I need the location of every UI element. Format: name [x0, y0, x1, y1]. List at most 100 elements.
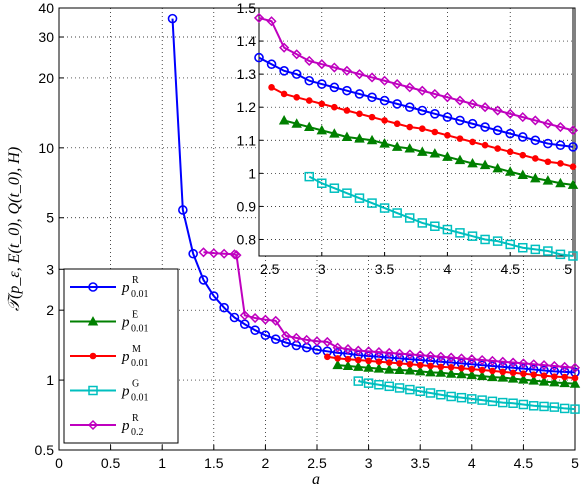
x-tick-label: 2 [262, 455, 270, 471]
data-point-circle [178, 205, 188, 215]
data-point-dot [489, 367, 496, 375]
y-tick-label: 3 [46, 261, 54, 277]
data-point-square [480, 234, 490, 245]
data-point-circle [266, 59, 277, 70]
data-point-dot [356, 110, 363, 118]
data-point-triangle [487, 371, 498, 382]
data-point-square [446, 391, 456, 402]
data-point-triangle [342, 360, 354, 371]
data-point-square [363, 378, 374, 388]
data-point-diamond [342, 344, 354, 355]
data-point-square [456, 392, 467, 403]
data-point-triangle [530, 172, 541, 183]
data-point-diamond [270, 315, 281, 326]
data-point-diamond [456, 353, 467, 364]
data-point-circle [467, 118, 478, 129]
data-point-diamond [304, 55, 315, 66]
legend-entry: p R 0.2 [70, 413, 144, 438]
data-point-circle [367, 92, 377, 103]
data-point-diamond [250, 312, 261, 324]
data-point-square [417, 218, 428, 228]
data-point-diamond [384, 347, 395, 358]
data-point-triangle [492, 162, 503, 173]
data-point-circle [354, 89, 365, 99]
legend-label-sup: M [132, 344, 141, 355]
data-point-square [436, 389, 446, 400]
inset-y-tick-label: 1.1 [237, 132, 257, 148]
data-point-dot [293, 93, 300, 101]
legend-label-sub: 0.2 [131, 427, 144, 438]
data-point-diamond [260, 314, 271, 325]
data-point-dot [544, 158, 552, 166]
data-point-dot [571, 374, 579, 382]
data-point-diamond [404, 82, 415, 93]
data-point-triangle [278, 114, 290, 125]
data-point-dot [396, 360, 403, 367]
data-point-diamond [219, 248, 230, 259]
legend-label-sup: G [132, 379, 139, 390]
data-point-diamond [404, 349, 415, 360]
data-point-dot [557, 160, 564, 167]
data-point-dot [437, 363, 445, 371]
y-tick-label: 1 [46, 372, 54, 388]
legend-label-sup: R [132, 275, 139, 286]
data-point-diamond [198, 247, 209, 258]
data-point-square [384, 381, 394, 392]
series-line [171, 18, 576, 374]
data-point-diamond [518, 358, 529, 369]
data-point-diamond [354, 69, 365, 80]
x-tick-label: 5 [571, 455, 579, 471]
data-point-square [405, 384, 415, 395]
inset-y-tick-label: 1.3 [237, 66, 257, 82]
data-point-dot [530, 371, 538, 378]
data-point-diamond [341, 65, 352, 76]
data-point-circle [455, 115, 465, 126]
data-point-triangle [404, 365, 416, 375]
data-point-triangle [435, 367, 447, 377]
data-point-triangle [569, 378, 581, 388]
data-point-diamond [353, 345, 364, 356]
data-point-diamond [429, 88, 440, 100]
data-point-square [367, 198, 377, 208]
data-point-square [379, 203, 390, 213]
y-tick-label: 10 [38, 140, 54, 156]
data-point-triangle [567, 179, 579, 189]
data-point-circle [219, 302, 229, 313]
data-point-dot [381, 117, 388, 124]
inset-y-tick-label: 1.5 [237, 0, 257, 16]
series-R-0.2 [253, 12, 579, 136]
data-point-circle [198, 275, 209, 285]
data-point-diamond [363, 346, 374, 357]
data-point-circle [555, 140, 566, 151]
data-point-circle [505, 128, 516, 139]
data-point-diamond [425, 350, 436, 362]
series-line [203, 251, 576, 369]
data-point-square [508, 398, 518, 408]
data-point-dot [509, 369, 517, 377]
x-tick-label: 1.5 [204, 455, 224, 471]
data-point-square [430, 221, 440, 231]
data-point-dot [506, 148, 514, 156]
data-point-dot [334, 355, 341, 362]
data-point-dot [406, 360, 414, 368]
data-point-dot [532, 155, 539, 162]
data-point-square [498, 397, 508, 408]
legend-label: p [121, 384, 130, 400]
data-point-dot [365, 357, 372, 365]
data-point-square [455, 228, 465, 238]
data-point-square [539, 401, 549, 412]
data-point-triangle [363, 362, 374, 372]
data-point-dot [456, 135, 464, 142]
inset-y-tick-label: 1.2 [237, 99, 257, 115]
data-point-square [354, 193, 365, 203]
data-point-dot [561, 373, 568, 381]
data-point-square [317, 178, 327, 189]
data-point-triangle [466, 369, 478, 380]
y-axis-label: 𝒯(p_ε, E(t_0), Q(t_0), H) [6, 147, 23, 311]
data-point-square [477, 395, 487, 405]
data-point-dot [418, 125, 426, 132]
x-tick-label: 0 [55, 455, 63, 471]
x-tick-label: 4 [468, 455, 476, 471]
data-point-dot [354, 356, 362, 364]
